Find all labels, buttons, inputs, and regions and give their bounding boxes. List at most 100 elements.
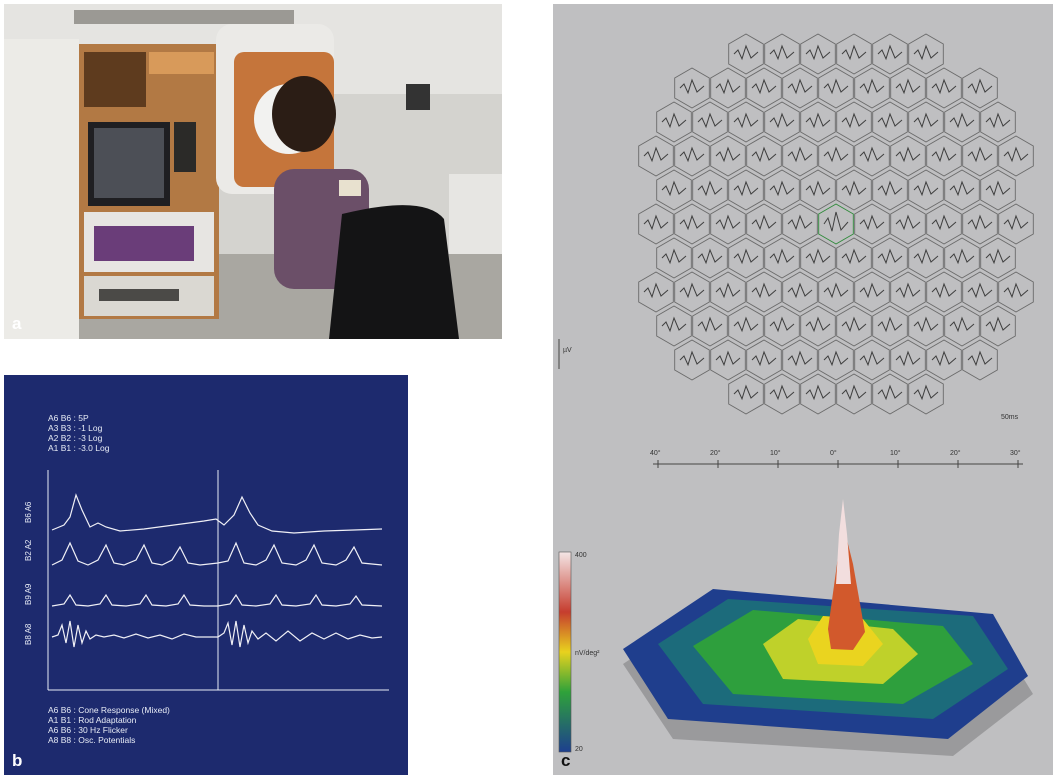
hexagon-cell [728,373,764,415]
hexagon-trace [679,282,705,299]
hexagon-cell [962,203,998,245]
hexagon-trace [805,44,831,61]
hexagon-trace [859,78,885,95]
hexagon-trace [823,350,849,367]
hexagon-trace [931,214,957,231]
hexagon-trace [985,248,1011,265]
hexagon-cell [908,169,944,211]
erg-trace-rod [51,541,383,566]
erg-legend-line: A6 B6 : 30 Hz Flicker [48,725,128,735]
hexagon-trace [643,282,669,299]
degree-tick-label: 10° [890,450,901,457]
hexagon-cell [926,339,962,381]
hexagon-cell [746,271,782,313]
hexagon-cell [728,101,764,143]
hexagon-trace [679,350,705,367]
hexagon-cell [980,305,1016,347]
hexagon-trace [751,78,777,95]
hexagon-cell [656,237,692,279]
hexagon-cell [836,305,872,347]
hexagon-cell [908,373,944,415]
hexagon-trace [877,112,903,129]
hexagon-cell [728,237,764,279]
hexagon-cell [944,237,980,279]
panel-label-c: c [561,751,571,770]
erg-row-label: B2 A2 [24,539,33,561]
hexagon-cell [764,237,800,279]
hexagon-cell [746,135,782,177]
hexagon-trace [859,146,885,163]
hexagon-trace [913,44,939,61]
hexagon-cell [710,271,746,313]
hexagon-cell [764,169,800,211]
hexagon-cell [854,271,890,313]
erg-trace-flicker [51,593,383,607]
hexagon-trace [787,214,813,231]
hexagon-trace [787,282,813,299]
hexagon-cell [944,101,980,143]
hexagon-trace [1003,146,1029,163]
hexagon-cell [764,101,800,143]
hexagon-trace [913,180,939,197]
mferg-recording-room-illustration [4,4,502,339]
erg-legend-line: A6 B6 : Cone Response (Mixed) [48,705,170,715]
hexagon-cell [980,237,1016,279]
hexagon-trace [661,112,687,129]
hexagon-trace [715,282,741,299]
hexagon-cell [836,169,872,211]
hexagon-trace [661,316,687,333]
erg-header-line: A1 B1 : -3.0 Log [48,443,110,453]
hexagon-cell [710,67,746,109]
hexagon-cell [854,67,890,109]
hexagon-trace [715,214,741,231]
hexagon-trace [841,44,867,61]
hexagon-cell [908,101,944,143]
hexagon-trace [787,350,813,367]
hexagon-cell [674,271,710,313]
hexagon-trace [697,248,723,265]
hexagon-cell [836,373,872,415]
hexagon-cell [890,203,926,245]
hexagon-cell [728,169,764,211]
hexagon-trace [967,146,993,163]
hexagon-cell [674,203,710,245]
hexagon-trace [823,146,849,163]
mferg-hexagon-array [558,33,1034,756]
degree-tick-label: 10° [770,450,781,457]
hexagon-cell [962,271,998,313]
hexagon-cell [836,101,872,143]
hexagon-trace [733,44,759,61]
erg-legend-line: A1 B1 : Rod Adaptation [48,715,137,725]
hexagon-trace [877,44,903,61]
hexagon-trace [859,282,885,299]
hexagon-cell [818,271,854,313]
hexagon-cell [836,33,872,75]
degree-tick-marks [657,460,1019,468]
hexagon-cell [872,169,908,211]
hexagon-cell [800,101,836,143]
hexagon-cell [728,305,764,347]
hexagon-cell [872,101,908,143]
hexagon-trace [895,282,921,299]
hexagon-cell [944,305,980,347]
erg-legend-line: A8 B8 : Osc. Potentials [48,735,136,745]
hexagon-trace [787,78,813,95]
hexagon-trace [751,350,777,367]
hexagon-trace [643,214,669,231]
hexagon-trace [697,112,723,129]
colorbar [558,551,572,753]
hexagon-trace [931,282,957,299]
hexagon-trace [985,180,1011,197]
hexagon-cell [782,67,818,109]
hexagon-cell [656,169,692,211]
hexagon-trace [913,248,939,265]
hexagon-cell [926,135,962,177]
hexagon-trace [895,350,921,367]
hexagon-trace [823,282,849,299]
hexagon-cell [926,67,962,109]
hexagon-cell [800,305,836,347]
hexagon-trace [769,384,795,401]
hexagon-trace [769,248,795,265]
hexagon-cell [746,67,782,109]
hexagon-cell [872,373,908,415]
